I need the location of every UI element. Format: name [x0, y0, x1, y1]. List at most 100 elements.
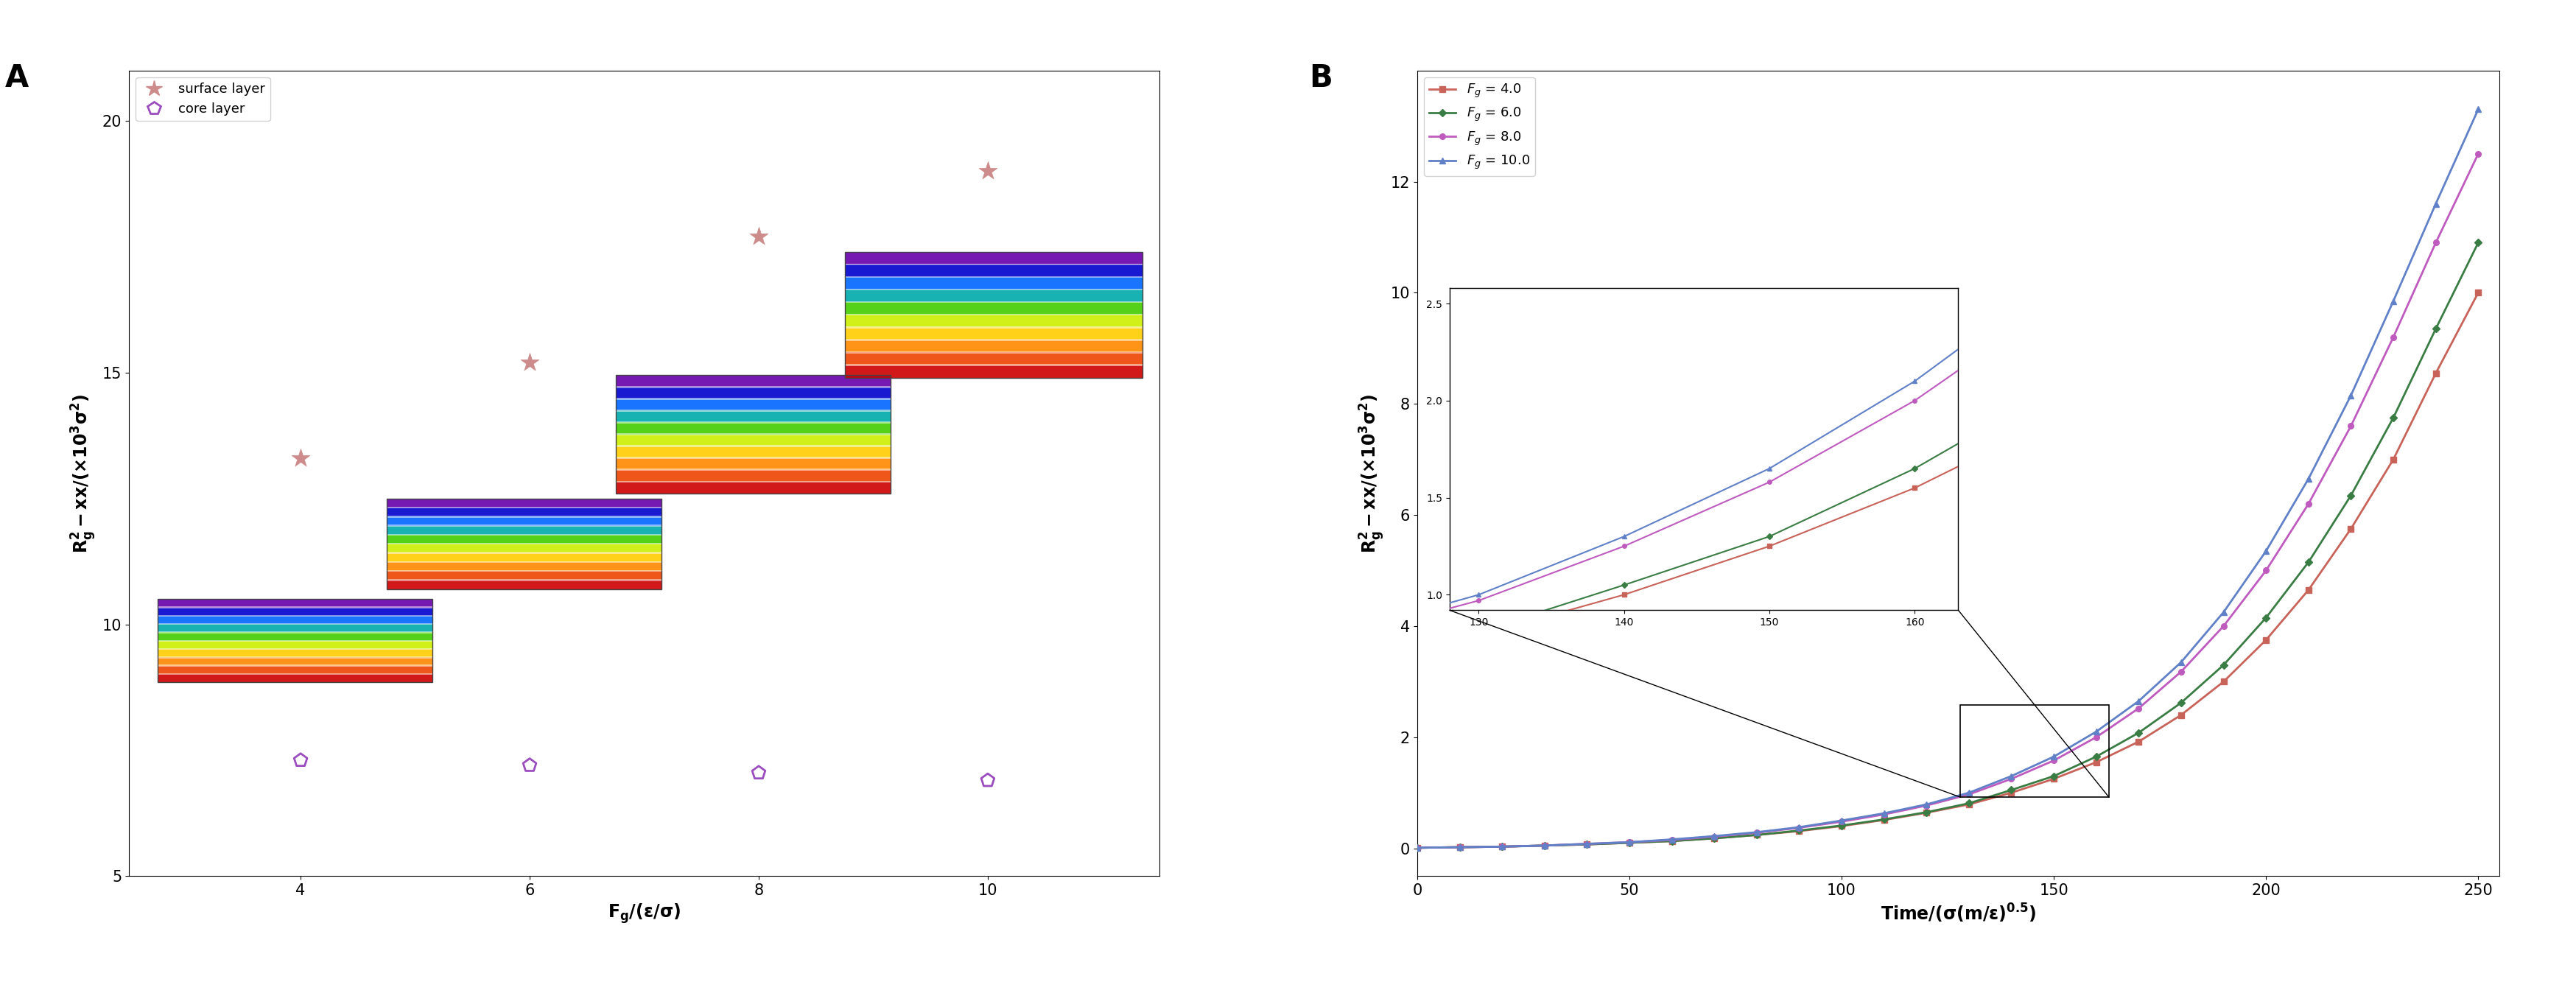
- $F_g$ = 8.0: [1953, 788, 1984, 801]
- $F_g$ = 4.0: [1656, 835, 1687, 847]
- Bar: [157, 623, 433, 625]
- $F_g$ = 6.0: [1613, 837, 1643, 849]
- $F_g$ = 10.0: [1826, 815, 1857, 827]
- Bar: [157, 631, 433, 633]
- Point: [966, 163, 1007, 179]
- Bar: [845, 290, 1141, 302]
- $F_g$ = 4.0: [1571, 839, 1602, 851]
- $F_g$ = 10.0: [2419, 197, 2450, 209]
- $F_g$ = 6.0: [1656, 835, 1687, 847]
- Bar: [157, 666, 433, 674]
- $F_g$ = 8.0: [2038, 754, 2069, 766]
- Bar: [386, 579, 662, 581]
- $F_g$ = 10.0: [2123, 695, 2154, 707]
- $F_g$ = 10.0: [1401, 842, 1432, 854]
- Bar: [157, 624, 433, 632]
- Bar: [616, 387, 891, 399]
- Bar: [386, 508, 662, 517]
- $F_g$ = 10.0: [1783, 821, 1814, 833]
- $F_g$ = 8.0: [2081, 731, 2112, 743]
- Bar: [616, 445, 891, 447]
- $F_g$ = 10.0: [2164, 657, 2195, 669]
- $F_g$ = 8.0: [2164, 666, 2195, 678]
- $F_g$ = 6.0: [1911, 807, 1942, 819]
- Point: [510, 354, 551, 371]
- $F_g$ = 8.0: [2123, 702, 2154, 714]
- Bar: [386, 561, 662, 563]
- $F_g$ = 10.0: [1911, 799, 1942, 811]
- Bar: [616, 423, 891, 434]
- $F_g$ = 4.0: [2334, 523, 2365, 535]
- $F_g$ = 4.0: [1613, 837, 1643, 849]
- Bar: [386, 525, 662, 527]
- X-axis label: $\mathbf{F_g/(\varepsilon/\sigma)}$: $\mathbf{F_g/(\varepsilon/\sigma)}$: [608, 902, 680, 925]
- Bar: [616, 480, 891, 482]
- Bar: [157, 665, 433, 667]
- Line: $F_g$ = 4.0: $F_g$ = 4.0: [1414, 290, 2481, 851]
- Bar: [157, 650, 433, 658]
- $F_g$ = 6.0: [2293, 556, 2324, 568]
- $F_g$ = 8.0: [1868, 809, 1899, 821]
- Bar: [845, 327, 1141, 339]
- $F_g$ = 8.0: [2208, 620, 2239, 632]
- Bar: [157, 599, 433, 607]
- $F_g$ = 6.0: [1953, 798, 1984, 810]
- $F_g$ = 4.0: [1783, 825, 1814, 837]
- Bar: [616, 469, 891, 481]
- Bar: [157, 616, 433, 624]
- Bar: [386, 553, 662, 562]
- $F_g$ = 10.0: [2038, 750, 2069, 762]
- $F_g$ = 10.0: [2334, 390, 2365, 402]
- Bar: [845, 326, 1141, 328]
- $F_g$ = 4.0: [2249, 634, 2280, 646]
- $F_g$ = 4.0: [1741, 829, 1772, 841]
- Bar: [845, 265, 1141, 277]
- Bar: [616, 398, 891, 400]
- Bar: [386, 517, 662, 526]
- Bar: [616, 457, 891, 459]
- $F_g$ = 6.0: [2208, 659, 2239, 671]
- $F_g$ = 8.0: [1528, 840, 1558, 852]
- $F_g$ = 10.0: [1443, 841, 1473, 853]
- Bar: [616, 433, 891, 435]
- Bar: [157, 657, 433, 659]
- $F_g$ = 8.0: [1656, 834, 1687, 846]
- $F_g$ = 4.0: [2419, 368, 2450, 380]
- $F_g$ = 4.0: [1698, 832, 1728, 844]
- $F_g$ = 4.0: [1486, 841, 1517, 853]
- Point: [281, 450, 322, 466]
- $F_g$ = 6.0: [1486, 841, 1517, 853]
- $F_g$ = 10.0: [2378, 295, 2409, 307]
- $F_g$ = 4.0: [1826, 820, 1857, 832]
- Bar: [1960, 705, 2107, 798]
- Point: [737, 765, 778, 781]
- Bar: [845, 301, 1141, 303]
- Bar: [386, 535, 662, 544]
- $F_g$ = 8.0: [2334, 420, 2365, 432]
- $F_g$ = 10.0: [1953, 786, 1984, 799]
- Point: [281, 752, 322, 768]
- $F_g$ = 6.0: [2081, 750, 2112, 762]
- Bar: [845, 252, 1141, 378]
- $F_g$ = 4.0: [2038, 772, 2069, 784]
- Point: [737, 229, 778, 245]
- Bar: [157, 599, 433, 683]
- $F_g$ = 4.0: [1401, 842, 1432, 854]
- $F_g$ = 6.0: [2419, 323, 2450, 335]
- Bar: [845, 365, 1141, 378]
- $F_g$ = 6.0: [1698, 832, 1728, 844]
- Bar: [157, 674, 433, 683]
- Y-axis label: $\mathbf{R_g^2-xx/({\times}10^3\sigma^2)}$: $\mathbf{R_g^2-xx/({\times}10^3\sigma^2)…: [1358, 394, 1386, 553]
- Bar: [386, 526, 662, 535]
- $F_g$ = 6.0: [2249, 611, 2280, 623]
- $F_g$ = 6.0: [1741, 829, 1772, 841]
- $F_g$ = 8.0: [2463, 148, 2494, 160]
- $F_g$ = 6.0: [1826, 820, 1857, 832]
- $F_g$ = 6.0: [1996, 783, 2027, 796]
- Bar: [845, 314, 1141, 327]
- $F_g$ = 4.0: [1996, 786, 2027, 799]
- Bar: [845, 264, 1141, 265]
- Bar: [386, 498, 662, 508]
- $F_g$ = 10.0: [1656, 834, 1687, 846]
- Text: B: B: [1309, 62, 1332, 94]
